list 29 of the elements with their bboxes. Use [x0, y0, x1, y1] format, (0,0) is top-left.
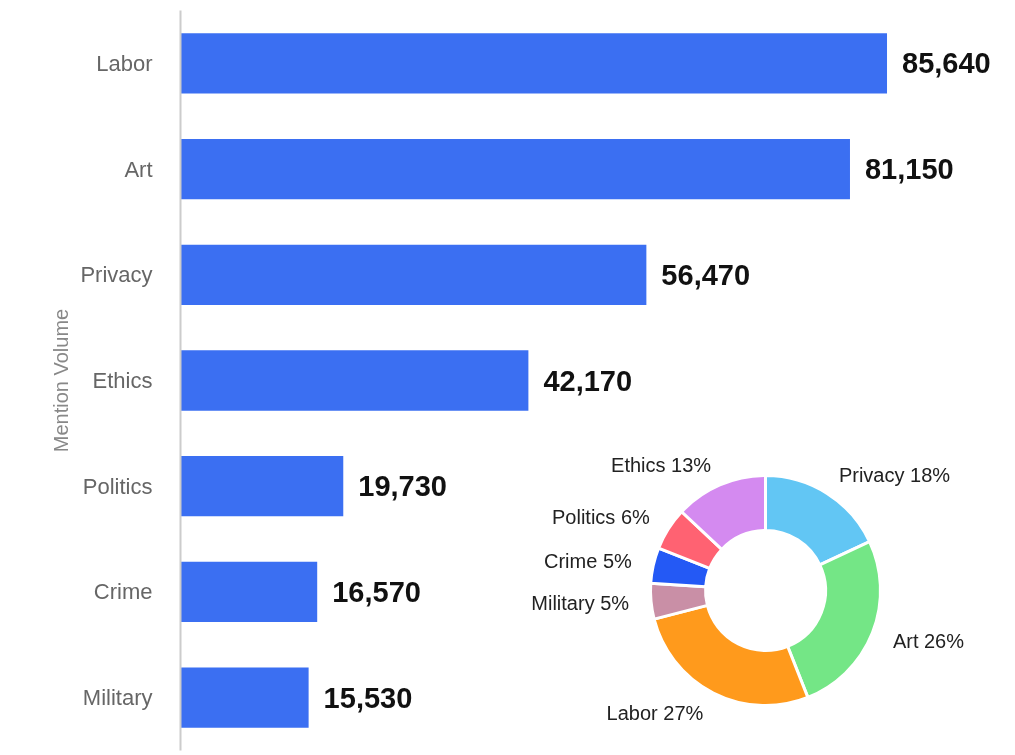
slice-label: Crime 5% [544, 549, 633, 572]
data-label: 85,640 [902, 47, 991, 80]
data-label: 16,570 [332, 575, 421, 608]
bar [180, 350, 529, 411]
slice-label: Art 26% [892, 629, 965, 652]
y-tick-label: Military [82, 685, 153, 711]
data-label: 42,170 [543, 364, 633, 397]
y-axis-title: Mention Volume [50, 308, 73, 453]
data-label: 56,470 [661, 258, 751, 291]
y-tick-label: Labor [96, 50, 153, 76]
slice-label: Labor 27% [606, 701, 704, 724]
bar [180, 667, 309, 728]
slice-label: Privacy 18% [838, 463, 951, 486]
bar [180, 456, 344, 517]
y-tick-label: Art [124, 156, 153, 182]
y-tick-label: Privacy [80, 262, 153, 288]
data-label: 19,730 [358, 470, 447, 503]
slice-label: Politics 6% [552, 506, 651, 529]
y-tick-label: Crime [93, 579, 153, 605]
y-tick-label: Ethics [92, 368, 153, 393]
slice-label: Ethics 13% [611, 453, 712, 476]
bar [180, 33, 888, 94]
data-label: 15,530 [323, 681, 413, 714]
bar [180, 561, 318, 623]
bar [180, 138, 850, 200]
bar [180, 244, 647, 305]
y-tick-label: Politics [82, 473, 153, 499]
slice-label: Military 5% [531, 592, 630, 615]
data-label: 81,150 [864, 153, 954, 186]
